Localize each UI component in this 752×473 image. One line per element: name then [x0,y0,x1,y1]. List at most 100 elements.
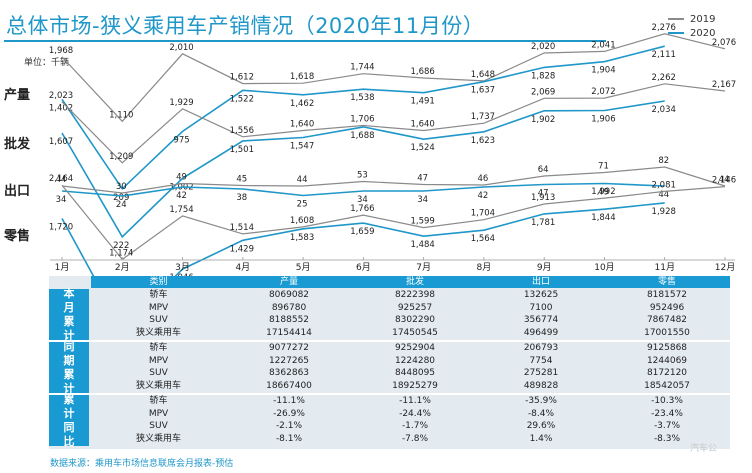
data-label: 2,069 [531,87,555,97]
table-group-separator [49,393,730,395]
data-label: 46 [477,174,488,184]
x-tick-label: 11月 [655,262,675,273]
x-tick-label: 5月 [296,262,311,273]
data-label: 1,706 [350,115,374,125]
watermark-text: 汽车公 [690,444,718,454]
table-cell: 206793 [523,343,559,353]
table-cell: -3.7% [653,421,681,432]
table-group-label-text: 累计同比 [63,392,75,448]
data-label: 1,766 [350,204,374,214]
table-cell: 轿车 [149,396,168,406]
data-label: 1,904 [591,66,615,76]
data-label: 1,623 [471,136,495,146]
data-label: 2,164 [49,174,73,184]
data-label: 82 [658,156,669,166]
data-label: 1,902 [531,115,555,125]
table-group-label: 同期累计 [49,340,89,395]
data-label: 1,046 [169,273,193,276]
table-row: MPV 1227265 1224280 7754 1244069 [91,355,730,368]
data-label: 1,501 [230,145,254,155]
table-cell: 8222398 [394,290,436,300]
table-cell: -10.3% [651,396,683,406]
data-label: 2,276 [652,23,676,33]
data-label: 47 [538,189,549,199]
data-label: 975 [173,135,189,145]
table-cell: -8.4% [527,408,555,419]
table-row: 轿车 -11.1% -11.1% -35.9% -10.3% [91,395,730,408]
table-cell: 7754 [529,355,553,366]
data-label: 1,402 [49,103,73,113]
data-label: 1,844 [591,213,615,223]
data-label: 34 [417,195,428,205]
table-cell: -24.4% [399,408,431,419]
data-label: 30 [116,182,127,192]
series-line-2019 [61,33,726,123]
table-cell: 925257 [397,302,433,313]
table-header-cell: 零售 [657,277,676,287]
data-label: 1,618 [290,72,314,82]
data-label: 1,599 [410,217,434,227]
data-label: 38 [236,193,247,203]
data-label: 34 [357,195,368,205]
series-line-2020 [61,182,665,197]
table-cell: MPV [148,355,169,366]
data-label: 49 [598,188,609,198]
panel-label: 出口 [4,183,30,199]
title-underline [4,40,606,42]
table-row: 轿车 9077272 9252904 206793 9125868 [91,342,730,355]
data-label: 1,929 [169,98,193,108]
data-label: 2,034 [652,105,676,115]
table-cell: 8362863 [268,368,310,379]
data-label: 1,688 [350,131,374,141]
series-line-2020 [61,202,665,276]
line-chart: 产量 1,968 1,110 2,010 1,612 1,618 1,744 1,686 1,6… [3,23,736,276]
data-label: 1,737 [471,112,495,122]
table-header-cell: 产量 [279,277,298,287]
table-header-cell: 出口 [531,277,550,287]
data-label: 1,522 [230,94,254,104]
data-label: 2,081 [652,180,676,190]
legend-swatch-2020 [668,32,684,34]
table-cell: 9077272 [268,343,310,353]
data-label: 1,720 [49,223,73,233]
table-cell: 1.4% [529,433,553,444]
data-label: 44 [719,175,730,185]
table-row: MPV 896780 925257 7100 952496 [91,302,730,315]
data-label: 44 [297,175,308,185]
data-label: 1,538 [350,93,374,103]
x-tick-label: 12月 [715,262,735,273]
data-label: 1,608 [290,216,314,226]
table-cell: 8181572 [646,290,688,300]
table-cell: 18925279 [392,380,438,391]
panel-label: 零售 [3,228,30,244]
table-header: 类别 产量 批发 出口 零售 [91,276,730,288]
table-cell: -35.9% [525,396,557,406]
x-tick-label: 9月 [537,262,552,273]
data-label: 1,491 [410,97,434,107]
data-label: 1,209 [109,152,133,162]
data-label: 25 [297,200,308,210]
table-group-label-text: 本月累计 [63,286,75,342]
table-row: 狭义乘用车 -8.1% -7.8% 1.4% -8.3% [91,433,730,446]
x-tick-label: 6月 [356,262,371,273]
data-label: 1,556 [230,126,254,136]
data-label: 2,072 [591,87,615,97]
page-title: 总体市场-狭义乘用车产销情况（2020年11月份） [6,14,485,38]
x-tick-label: 3月 [175,262,190,273]
x-tick-label: 8月 [477,262,492,273]
table-cell: 496499 [523,327,559,338]
data-label: 1,906 [591,115,615,125]
table-cell: 狭义乘用车 [135,327,181,338]
table-header-cell: 批发 [405,277,424,287]
series-line-2019 [61,184,726,261]
series-line-2019 [61,166,726,194]
data-label: 2,023 [49,91,73,101]
series-line-2019 [61,83,726,164]
table-group-label: 累计同比 [49,392,89,448]
data-label: 1,637 [471,86,495,96]
data-label: 2,146 [712,176,736,186]
panel-label: 产量 [4,87,30,103]
table-row: SUV 8362863 8448095 275281 8172120 [91,367,730,380]
data-label: 1,640 [410,120,434,130]
table-cell: -7.8% [401,433,429,444]
